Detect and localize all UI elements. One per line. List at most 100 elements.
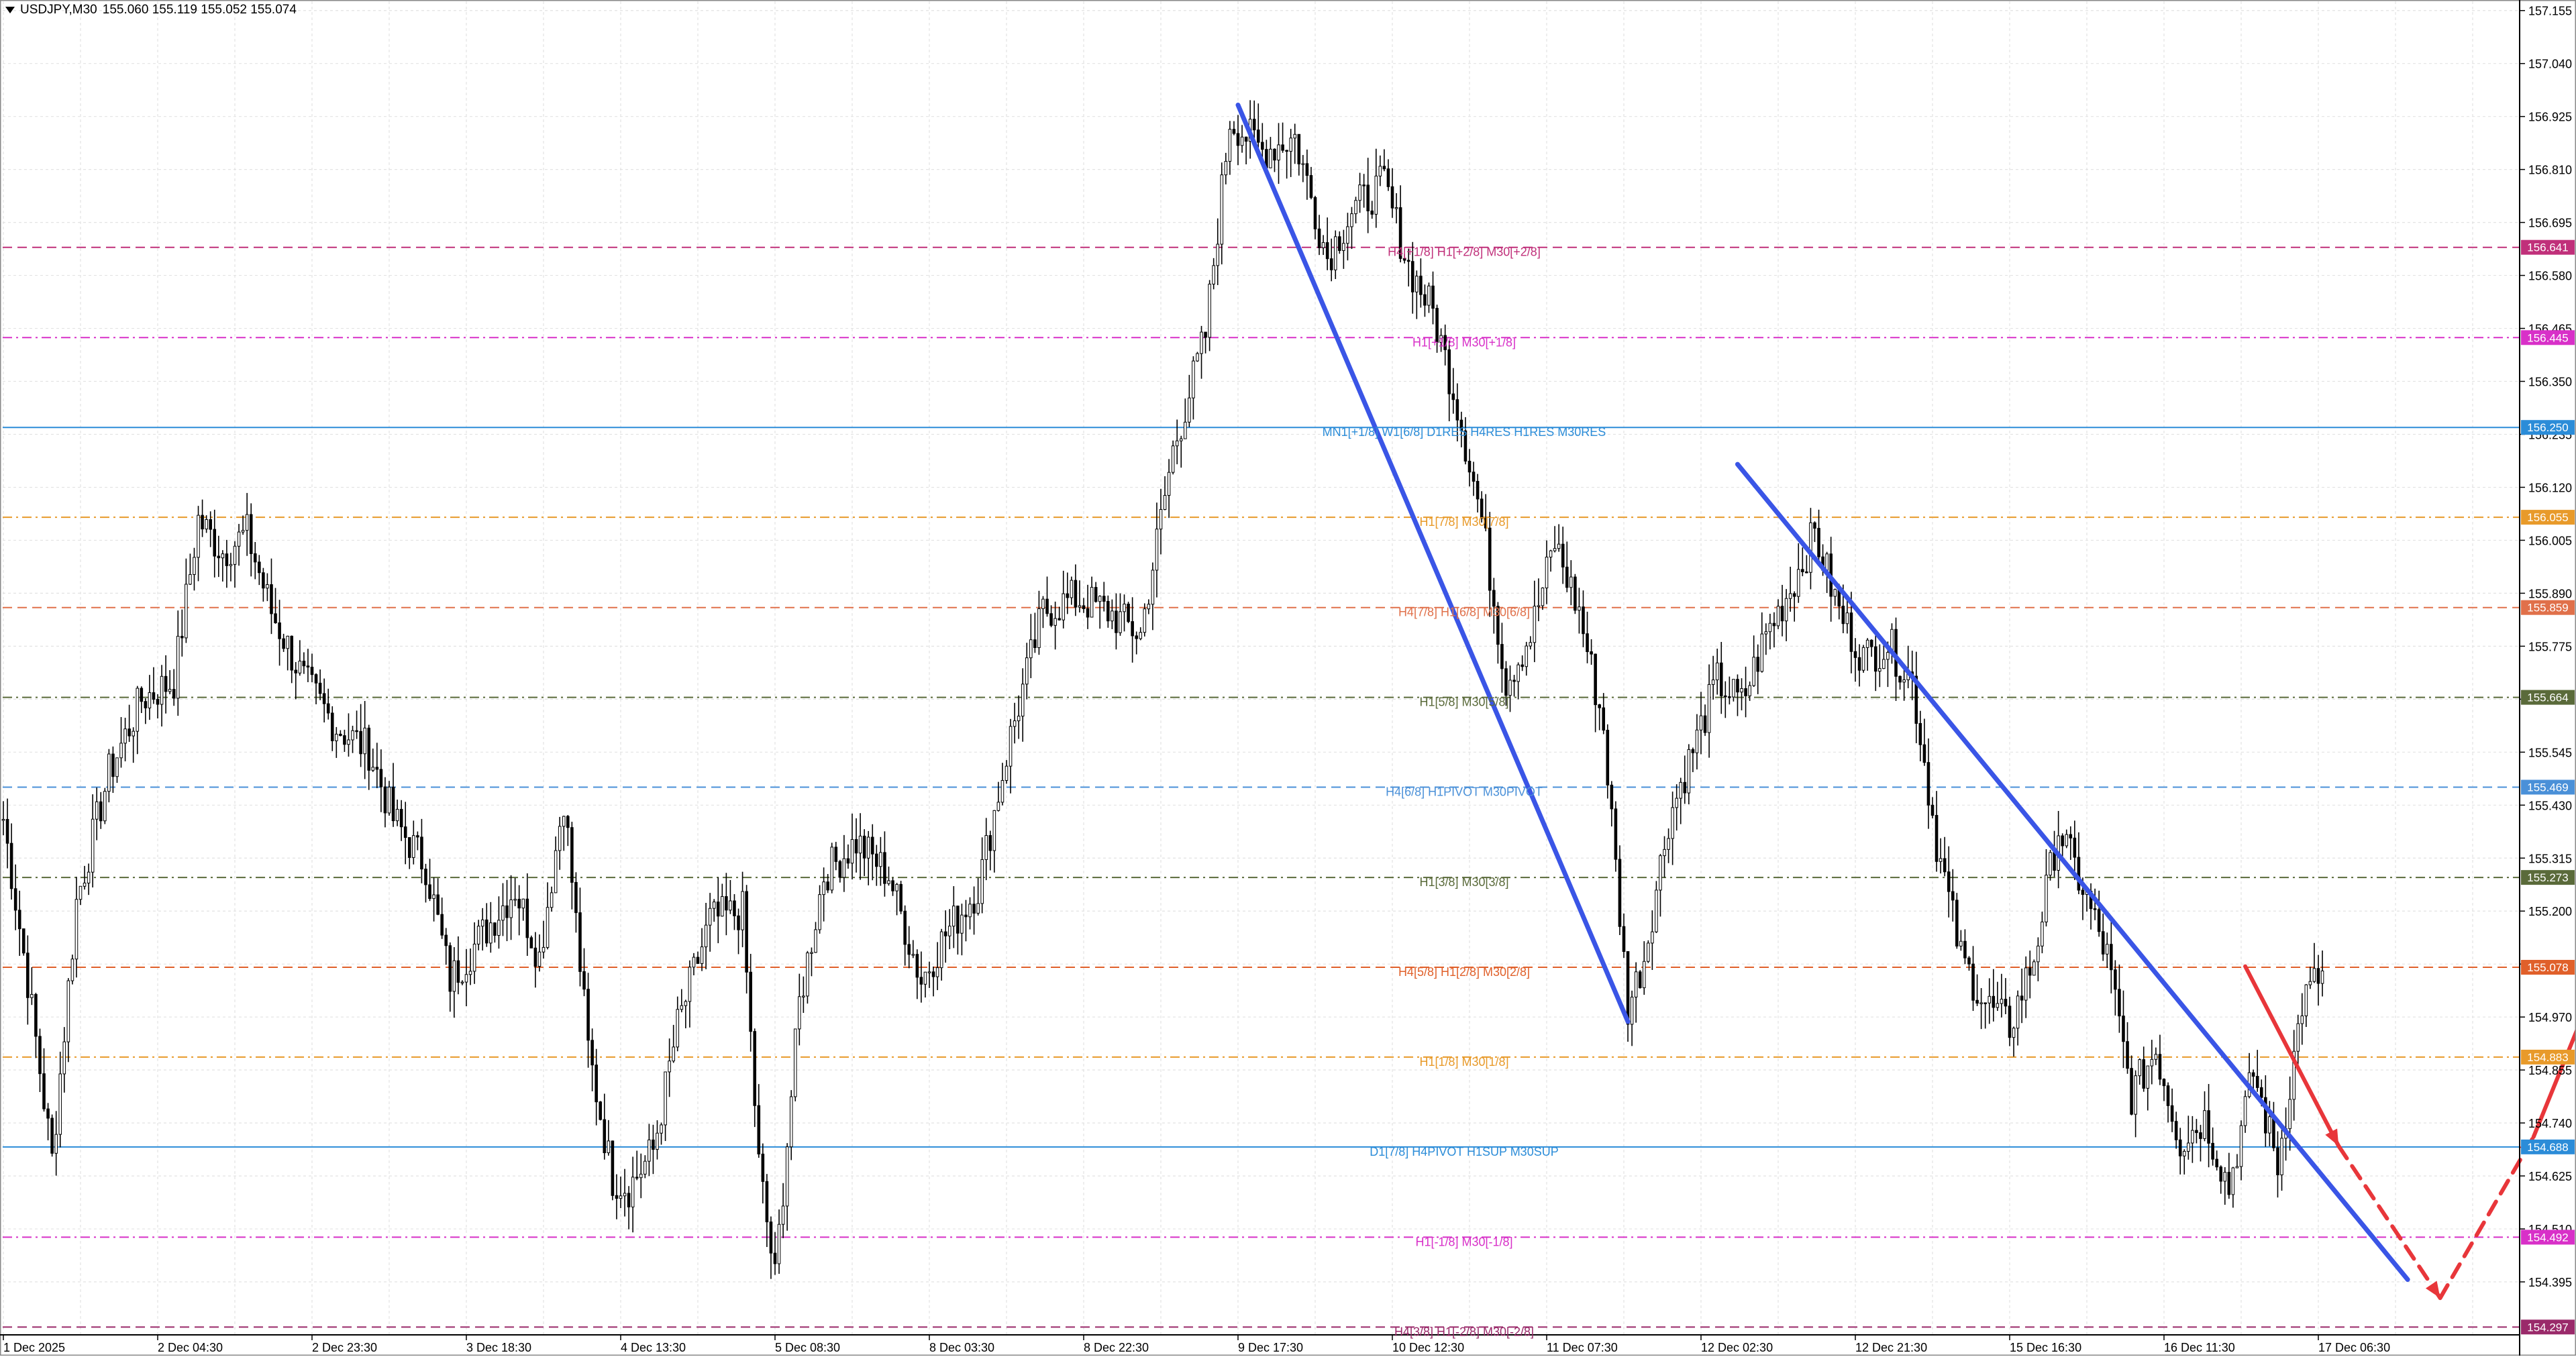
candle-body — [1959, 940, 1963, 946]
candle-body — [119, 743, 123, 759]
menu-triangle-icon[interactable] — [5, 7, 15, 13]
candle-body — [278, 622, 281, 639]
candle-body — [858, 835, 862, 854]
candle-body — [822, 881, 825, 895]
candle-body — [2276, 1147, 2279, 1175]
candle-body — [1204, 331, 1207, 338]
candle-body — [326, 703, 330, 714]
candle-body — [631, 1177, 635, 1207]
trendlines-layer — [1235, 103, 2410, 1283]
candle-body — [193, 557, 196, 575]
candle-body — [1094, 587, 1098, 602]
candle-body — [1825, 553, 1828, 571]
candle-body — [1882, 659, 1886, 669]
candle-body — [546, 907, 550, 948]
candle-body — [866, 836, 870, 859]
candle-body — [1167, 472, 1171, 496]
candle-body — [1045, 598, 1049, 614]
candle-body — [590, 1040, 594, 1066]
candle-body — [733, 900, 736, 916]
price-box-7 — [2521, 870, 2575, 885]
candle-body — [1914, 675, 1918, 724]
candle-body — [1586, 633, 1589, 653]
candle-body — [1663, 849, 1666, 857]
blue-trendline-1 — [1235, 103, 1631, 1024]
x-tick-label: 12 Dec 21:30 — [1855, 1341, 1927, 1354]
price-box-11 — [2521, 1230, 2575, 1245]
candle-body — [1480, 498, 1484, 519]
candle-body — [765, 1181, 769, 1223]
candle-body — [1651, 931, 1654, 944]
price-box-label-10: 154.688 — [2527, 1141, 2568, 1154]
candle-body — [2235, 1166, 2239, 1168]
candle-body — [1926, 762, 1930, 806]
candle-body — [249, 514, 253, 554]
candle-body — [310, 667, 314, 675]
candle-body — [1922, 744, 1926, 763]
price-box-1 — [2521, 330, 2575, 345]
candle-body — [1244, 136, 1248, 142]
y-tick-label: 157.155 — [2528, 5, 2572, 18]
candle-body — [737, 915, 740, 930]
candle-body — [2308, 981, 2312, 985]
candle-body — [79, 885, 83, 900]
candle-body — [1504, 668, 1508, 696]
candle-body — [217, 555, 221, 559]
candle-body — [2320, 971, 2324, 984]
candle-body — [1784, 598, 1788, 622]
candle-body — [1861, 647, 1865, 671]
price-box-label-3: 156.055 — [2527, 511, 2568, 524]
candle-body — [911, 954, 915, 956]
x-tick-label: 2 Dec 04:30 — [158, 1341, 223, 1354]
candle-body — [54, 1134, 58, 1154]
candle-body — [2268, 1116, 2271, 1134]
candle-body — [30, 993, 34, 998]
candle-body — [1386, 168, 1390, 187]
candle-body — [964, 914, 968, 918]
chart-header: USDJPY,M30 155.060 155.119 155.052 155.0… — [5, 3, 297, 17]
candle-body — [700, 946, 704, 964]
candle-body — [1398, 207, 1402, 259]
candle-body — [943, 931, 947, 936]
candle-body — [643, 1160, 647, 1175]
candle-body — [1817, 528, 1820, 557]
candle-body — [1873, 646, 1877, 672]
candle-body — [1333, 236, 1337, 270]
candle-body — [1841, 606, 1845, 624]
candle-body — [2110, 944, 2113, 971]
candle-body — [1736, 679, 1739, 693]
candle-body — [1752, 657, 1755, 686]
candle-body — [2041, 921, 2044, 946]
candle-body — [2272, 1116, 2275, 1148]
price-box-2 — [2521, 420, 2575, 435]
y-tick-label: 154.625 — [2528, 1170, 2572, 1183]
candle-body — [164, 675, 168, 692]
y-tick-label: 154.970 — [2528, 1011, 2572, 1024]
y-tick-label: 154.395 — [2528, 1276, 2572, 1289]
candle-body — [17, 910, 21, 930]
candle-body — [432, 894, 435, 900]
candle-body — [1143, 608, 1147, 633]
candle-body — [652, 1139, 655, 1150]
candle-body — [91, 818, 95, 873]
candle-body — [1435, 308, 1439, 343]
candle-body — [1086, 608, 1090, 618]
candle-body — [939, 931, 943, 969]
candle-body — [1317, 228, 1321, 248]
candle-body — [1394, 207, 1398, 209]
candle-body — [1354, 200, 1357, 215]
candle-body — [2004, 999, 2008, 1007]
level-lines-layer — [3, 246, 2520, 1328]
candle-body — [1898, 675, 1902, 683]
candle-body — [513, 899, 517, 901]
candle-body — [2146, 1065, 2150, 1089]
candle-body — [635, 1177, 639, 1179]
candle-body — [103, 791, 107, 822]
candle-body — [2292, 1050, 2296, 1100]
candle-body — [729, 900, 732, 911]
candle-body — [1009, 726, 1013, 767]
candle-body — [578, 912, 582, 972]
candle-body — [2166, 1085, 2170, 1106]
